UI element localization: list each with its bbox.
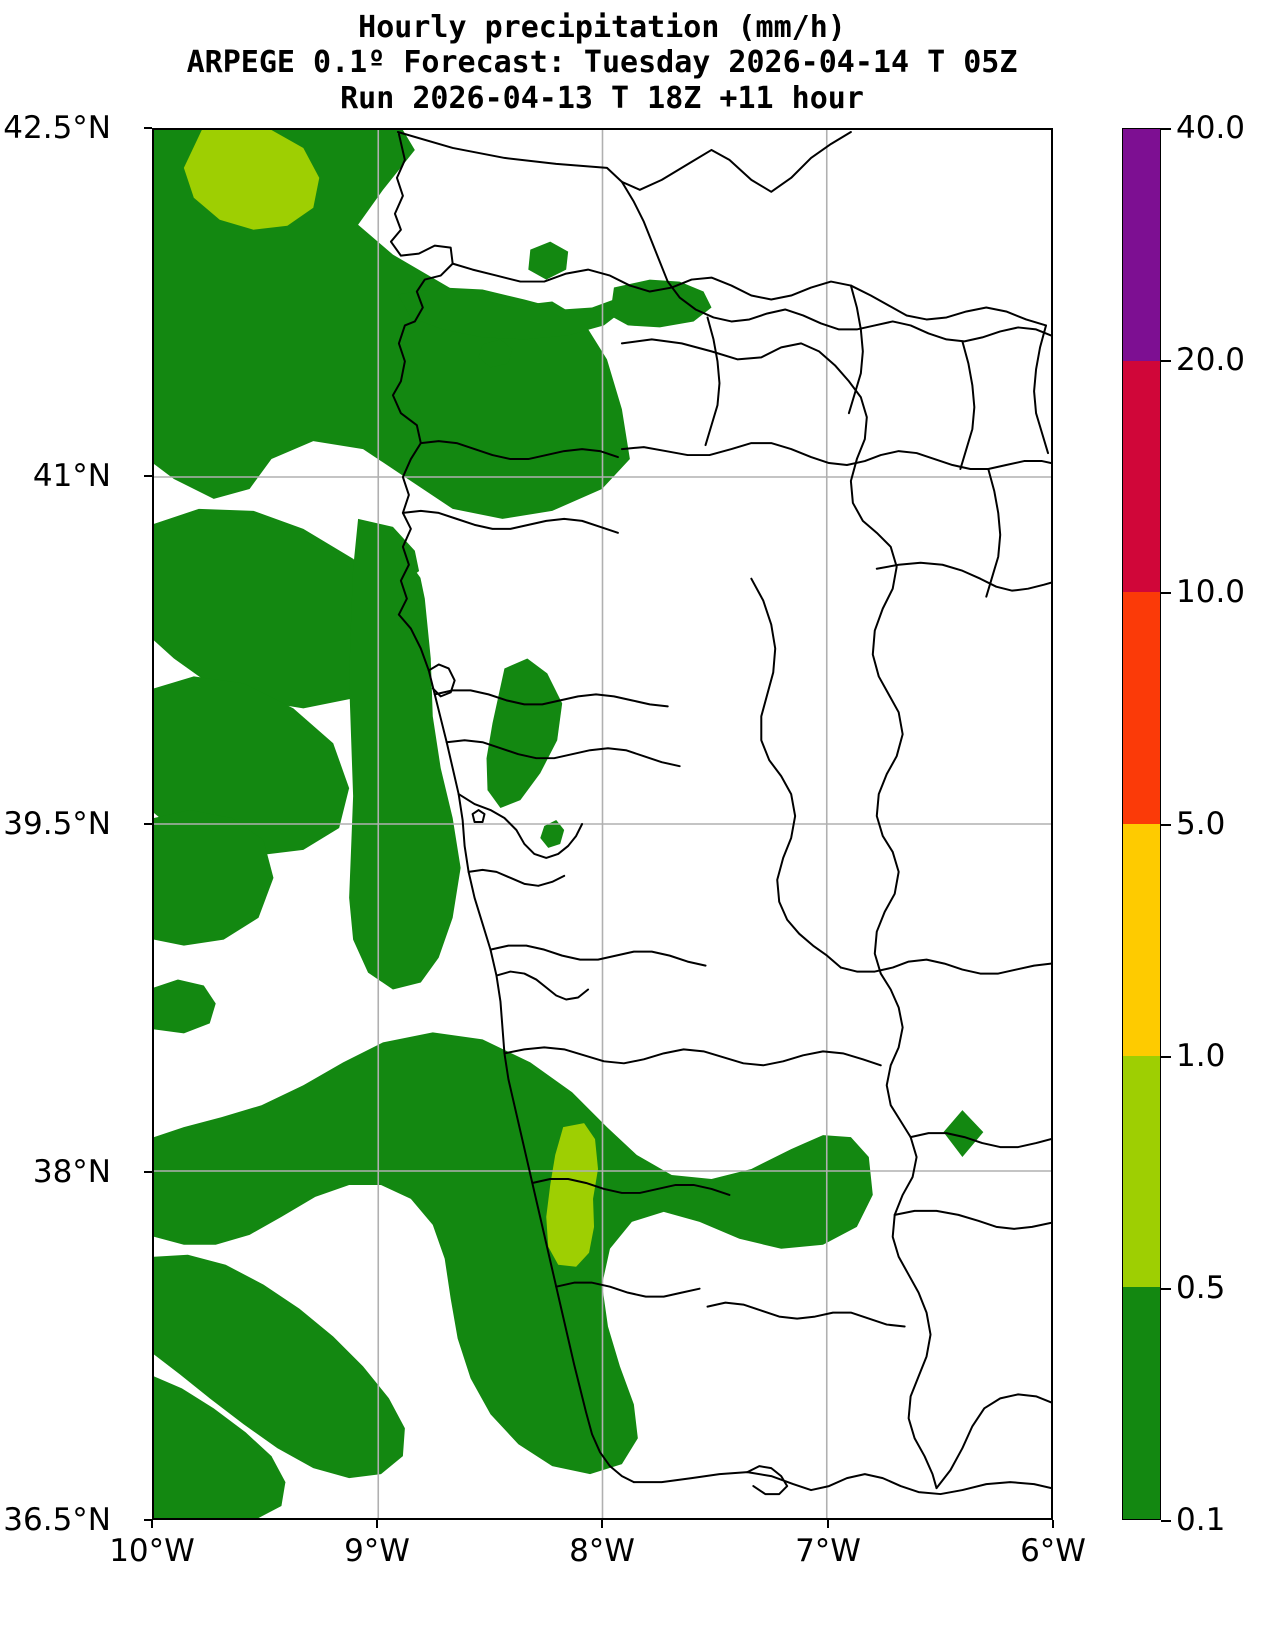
xtick-label-9W: 9°W <box>344 1533 410 1569</box>
xtick-mark-6W <box>1052 1520 1054 1528</box>
xtick-label-6W: 6°W <box>1020 1533 1086 1569</box>
ytick-mark-39.5N <box>144 823 152 825</box>
xtick-label-8W: 8°W <box>569 1533 635 1569</box>
figure-title: Hourly precipitation (mm/h) ARPEGE 0.1º … <box>0 10 1204 116</box>
colorbar-tick-label-40: 40.0 <box>1176 110 1246 146</box>
colorbar-tick-mark-10 <box>1161 592 1171 594</box>
precipitation-colorbar[interactable] <box>1122 128 1161 1520</box>
title-run: Run 2026-04-13 T 18Z +11 hour <box>340 80 864 116</box>
colorbar-band-1-5 <box>1123 823 1160 1056</box>
xtick-mark-10W <box>151 1520 153 1528</box>
ytick-label-38N: 38°N <box>32 1154 111 1190</box>
colorbar-tick-mark-20 <box>1161 360 1171 362</box>
xtick-mark-9W <box>376 1520 378 1528</box>
precip-holes <box>349 566 433 1297</box>
colorbar-tick-mark-40 <box>1161 128 1171 130</box>
title-forecast: ARPEGE 0.1º Forecast: Tuesday 2026-04-14… <box>186 45 1018 81</box>
ytick-label-39.5N: 39.5°N <box>3 806 111 842</box>
ytick-label-36.5N: 36.5°N <box>3 1502 111 1538</box>
title-variable: Hourly precipitation (mm/h) <box>358 10 846 45</box>
map-canvas <box>154 130 1051 1518</box>
colorbar-band-5-10 <box>1123 592 1160 824</box>
colorbar-band-10-20 <box>1123 360 1160 593</box>
colorbar-tick-label-0.1: 0.1 <box>1176 1502 1226 1538</box>
colorbar-tick-label-10: 10.0 <box>1176 574 1246 610</box>
colorbar-band-0.5-1 <box>1123 1055 1160 1288</box>
colorbar-tick-label-20: 20.0 <box>1176 342 1246 378</box>
ytick-mark-42.5N <box>144 127 152 129</box>
colorbar-band-0.1-0.5 <box>1123 1287 1160 1519</box>
xtick-label-7W: 7°W <box>795 1533 861 1569</box>
ytick-label-42.5N: 42.5°N <box>3 110 111 146</box>
colorbar-tick-mark-5 <box>1161 824 1171 826</box>
ytick-mark-36.5N <box>144 1519 152 1521</box>
colorbar-tick-mark-1 <box>1161 1056 1171 1058</box>
xtick-mark-8W <box>601 1520 603 1528</box>
colorbar-band-20-40 <box>1123 129 1160 361</box>
ytick-label-41N: 41°N <box>32 458 111 494</box>
coastline-and-boundaries <box>389 130 1051 1496</box>
precip-band-0.5-1.0 <box>183 130 599 1267</box>
colorbar-tick-mark-0.1 <box>1161 1520 1171 1522</box>
colorbar-tick-label-0.5: 0.5 <box>1176 1270 1226 1306</box>
colorbar-tick-label-1: 1.0 <box>1176 1038 1226 1074</box>
ytick-mark-38N <box>144 1171 152 1173</box>
xtick-mark-7W <box>827 1520 829 1528</box>
colorbar-tick-mark-0.5 <box>1161 1288 1171 1290</box>
colorbar-tick-label-5: 5.0 <box>1176 806 1226 842</box>
xtick-label-10W: 10°W <box>109 1533 195 1569</box>
graticule-gridlines <box>154 130 1051 1518</box>
map-plot-area[interactable] <box>152 128 1053 1520</box>
ytick-mark-41N <box>144 475 152 477</box>
